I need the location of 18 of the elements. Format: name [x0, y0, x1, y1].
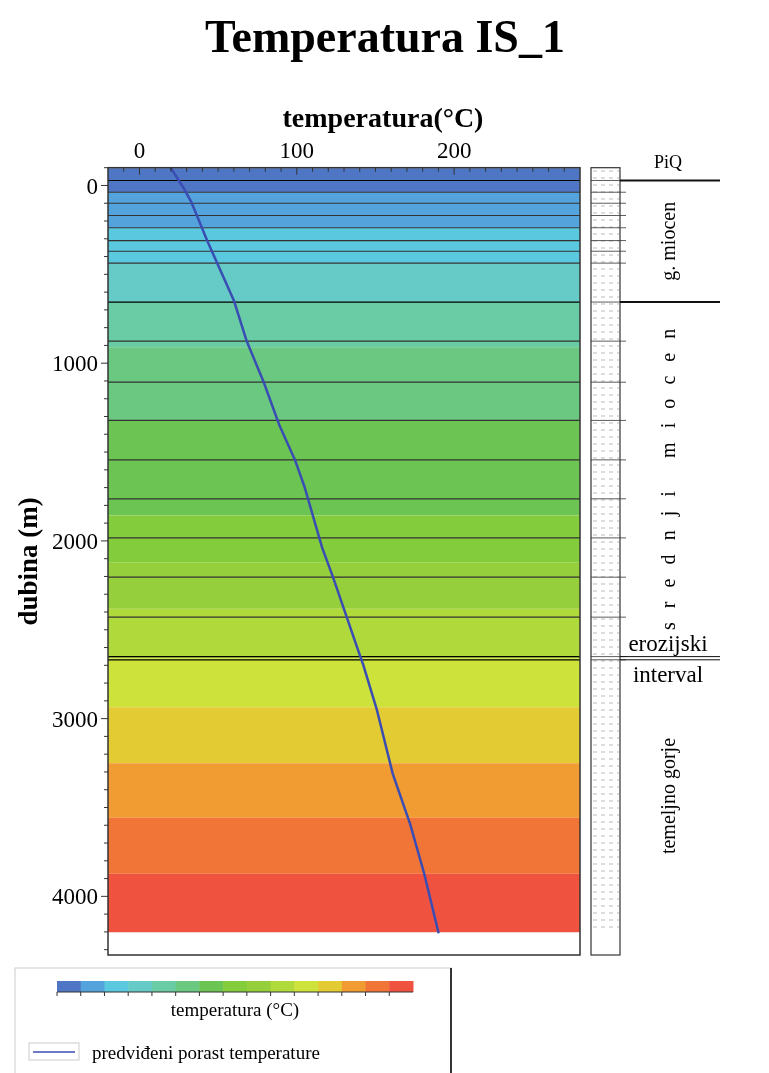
- x-tick-label: 0: [133, 138, 146, 163]
- text: srednji miocen: [657, 328, 680, 631]
- x-tick-label: 200: [436, 138, 472, 163]
- text: temeljno gorje: [657, 737, 680, 855]
- y-tick-label: 0: [86, 173, 98, 199]
- text: erozijski interval: [628, 630, 708, 687]
- text: PiQ: [653, 152, 683, 173]
- x-tick-label: 100: [279, 138, 315, 163]
- y-tick-label: 1000: [52, 351, 98, 377]
- y-axis-title: dubina (m): [13, 497, 43, 626]
- y-tick-label: 3000: [52, 706, 98, 732]
- y-tick-label: 2000: [52, 528, 98, 554]
- y-tick-label: 4000: [52, 884, 98, 910]
- legend-label: predviđeni porast temperature: [92, 1042, 320, 1063]
- text: g. miocen: [657, 201, 680, 281]
- chart-title: Temperatura IS_1: [205, 11, 565, 62]
- color-bar-title: temperatura (°C): [170, 999, 300, 1021]
- x-axis-title: temperatura(°C): [282, 102, 484, 133]
